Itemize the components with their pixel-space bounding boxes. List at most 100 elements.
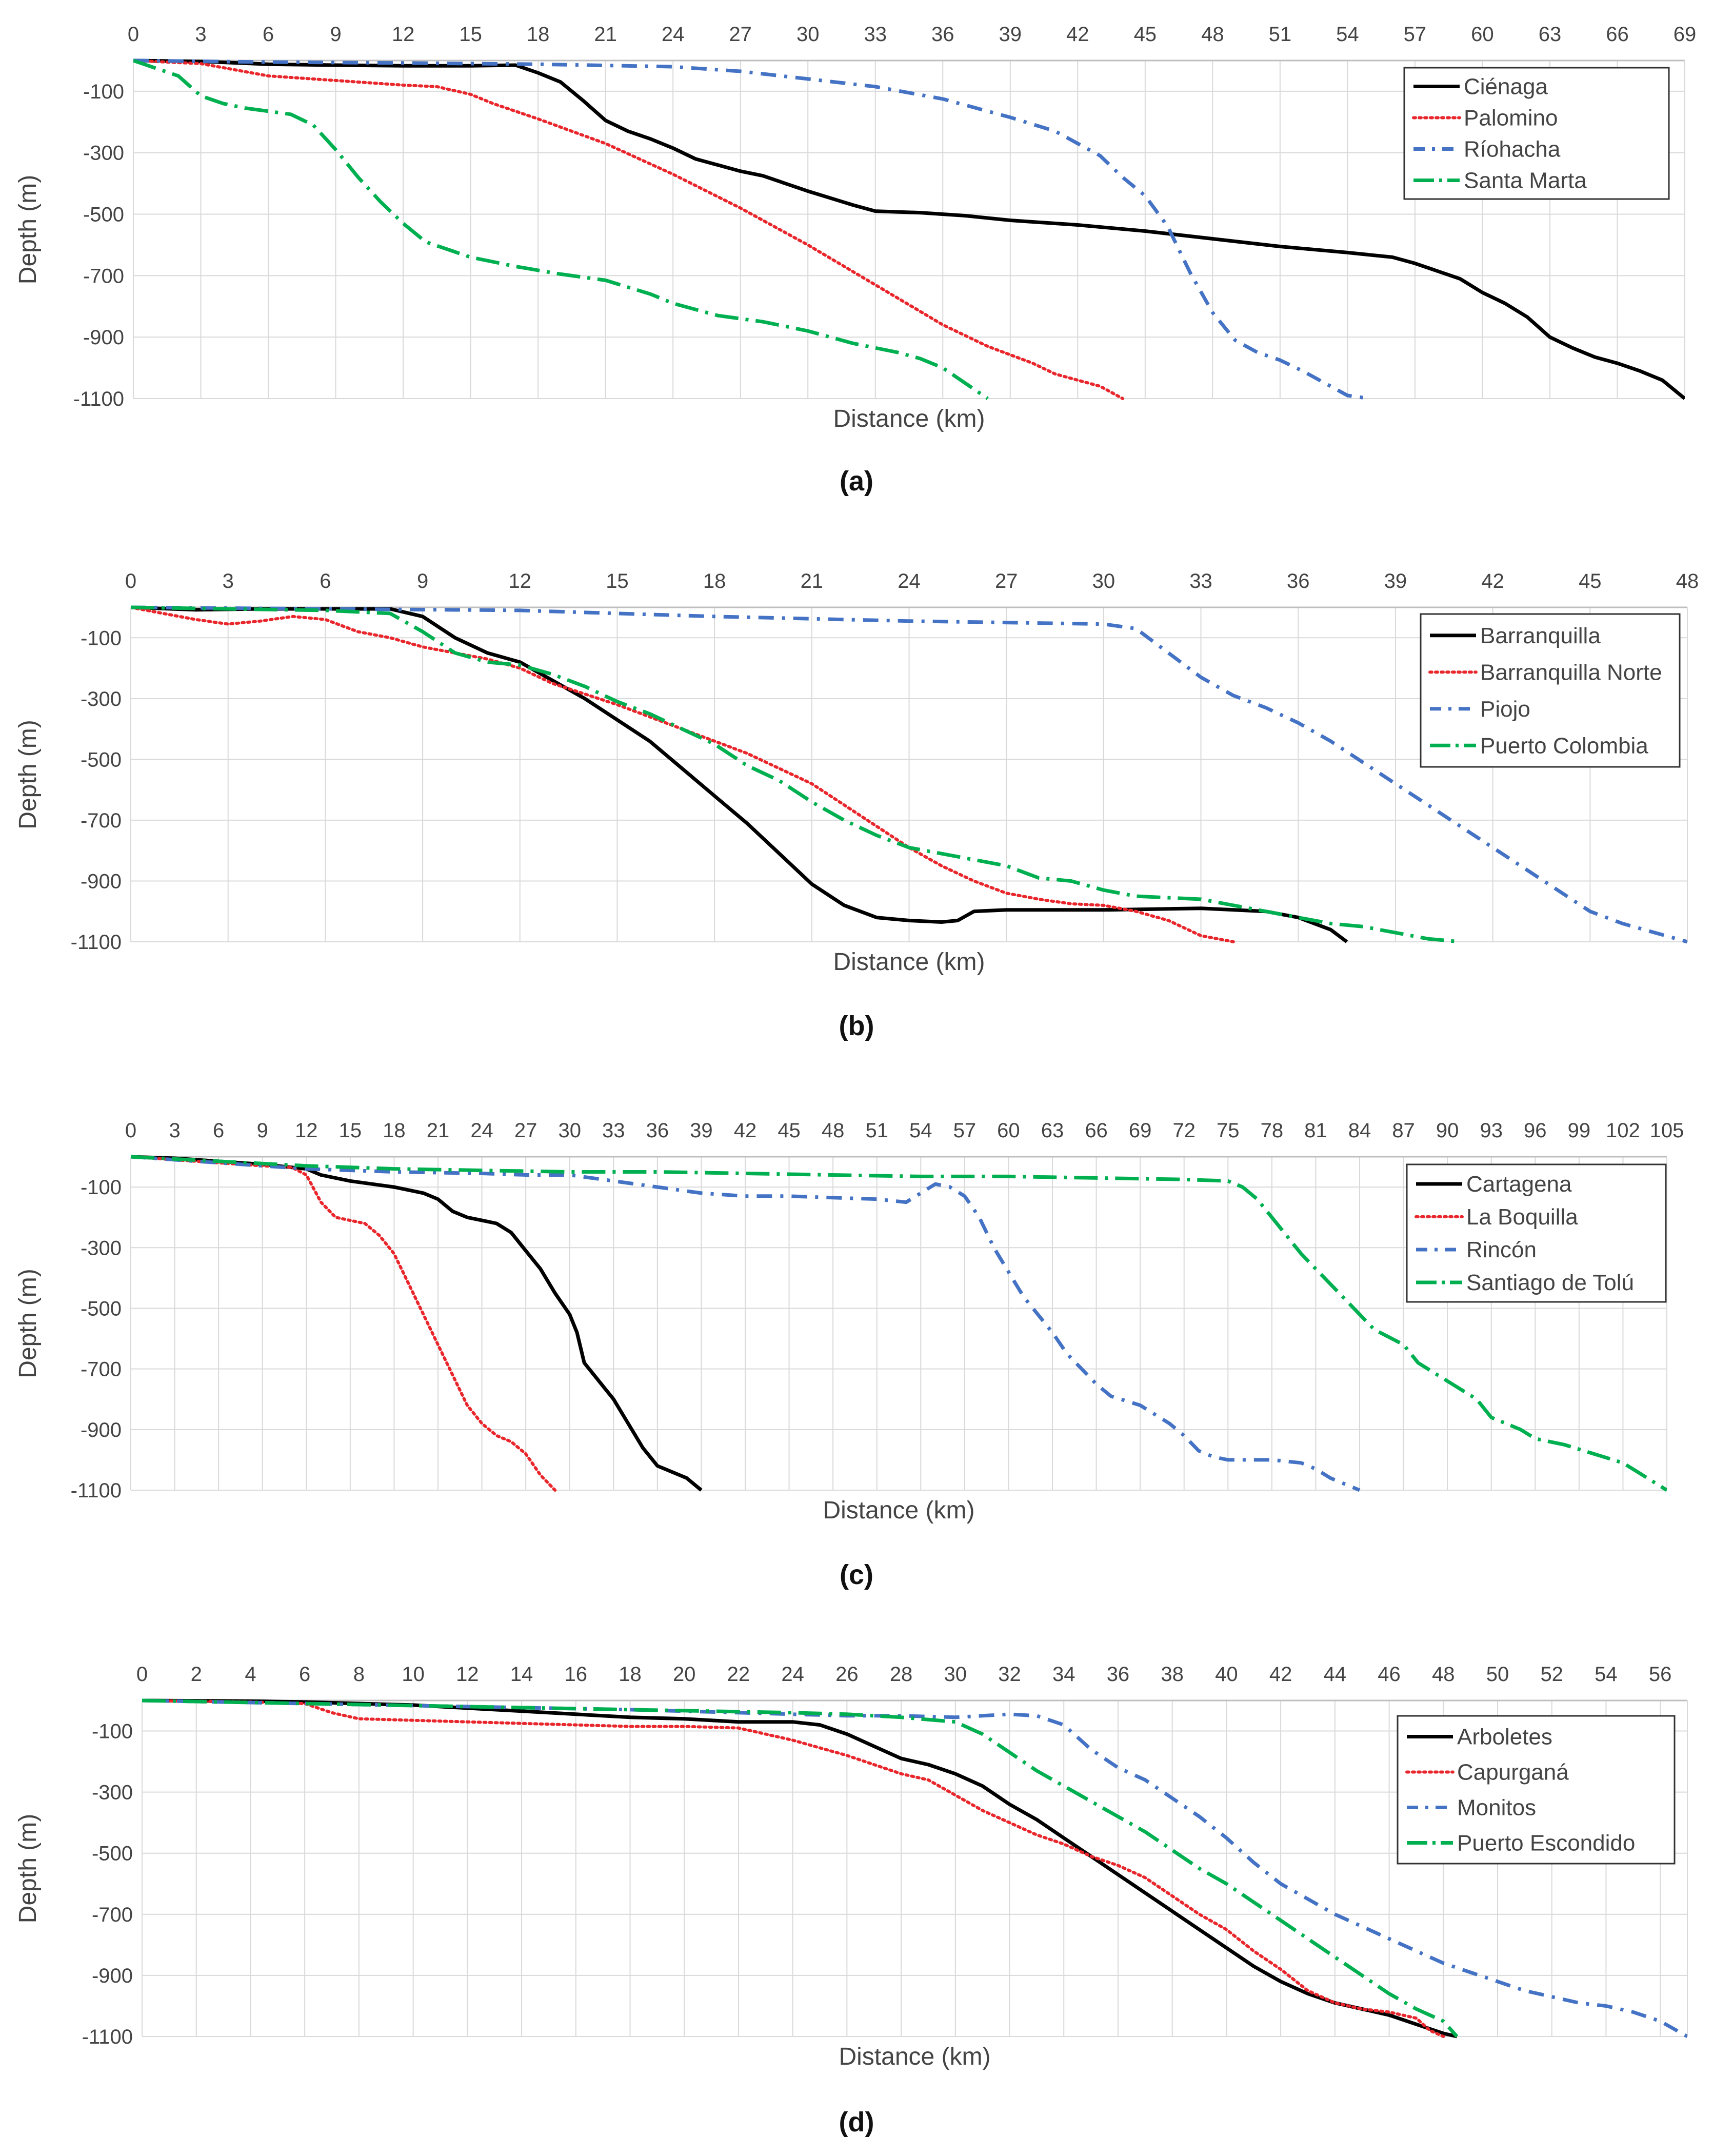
legend: Arboletes Capurganá Monitos Puerto Escondid… (1397, 1715, 1676, 1865)
y-tick-label: -300 (92, 1782, 133, 1804)
series-line-arboletes (142, 1698, 1458, 2039)
y-axis-title: Depth (m) (14, 1814, 42, 1923)
x-tick-label: 12 (295, 1119, 318, 1142)
x-tick-label: 45 (778, 1119, 801, 1142)
legend-label-arboletes: Arboletes (1457, 1725, 1552, 1750)
legend-label-cartagena: Cartagena (1466, 1172, 1572, 1197)
x-tick-label: 75 (1217, 1119, 1240, 1142)
y-tick-label: -300 (81, 688, 122, 710)
x-tick-label: 39 (1384, 570, 1407, 592)
series-line-rincon (131, 1155, 1361, 1492)
x-tick-label: 26 (835, 1663, 859, 1686)
x-tick-label: 30 (1092, 570, 1116, 592)
x-tick-label: 33 (602, 1119, 625, 1142)
x-tick-label: 44 (1324, 1663, 1347, 1686)
x-tick-label: 2 (191, 1663, 202, 1686)
x-tick-label: 38 (1161, 1663, 1184, 1686)
legend: Barranquilla Barranquilla Norte Piojo Puert… (1420, 613, 1681, 768)
x-tick-label: 48 (1201, 23, 1224, 46)
x-tick-label: 12 (392, 23, 415, 46)
x-tick-label: 0 (125, 570, 136, 592)
y-tick-label: -300 (83, 142, 124, 165)
x-axis-title: Distance (km) (823, 1497, 974, 1524)
x-tick-label: 56 (1649, 1663, 1672, 1686)
x-tick-label: 15 (606, 570, 629, 592)
x-tick-label: 48 (822, 1119, 845, 1142)
y-tick-label: -700 (81, 1358, 122, 1381)
series-line-cartagena (131, 1155, 703, 1492)
x-tick-label: 57 (953, 1119, 977, 1142)
x-tick-label: 84 (1348, 1119, 1371, 1142)
x-tick-label: 18 (619, 1663, 642, 1686)
x-tick-label: 0 (125, 1119, 136, 1142)
x-tick-label: 15 (459, 23, 482, 46)
y-tick-label: -100 (81, 1176, 122, 1199)
x-tick-label: 18 (383, 1119, 406, 1142)
x-tick-label: 39 (690, 1119, 713, 1142)
x-tick-label: 14 (510, 1663, 533, 1686)
chart-panel-2: 0 3 6 9 12 15 18 21 24 27 30 33 36 39 42 45 48-100-300-5… (14, 570, 1699, 1041)
panel-caption: (b) (839, 1011, 874, 1041)
x-tick-label: 9 (257, 1119, 268, 1142)
x-tick-label: 93 (1480, 1119, 1503, 1142)
x-tick-label: 60 (1471, 23, 1494, 46)
legend-label-palomino: Palomino (1464, 106, 1558, 131)
x-tick-label: 48 (1676, 570, 1699, 592)
x-tick-label: 10 (402, 1663, 425, 1686)
legend-box (1406, 1163, 1667, 1303)
x-tick-label: 39 (999, 23, 1022, 46)
x-tick-label: 96 (1524, 1119, 1547, 1142)
y-axis-title: Depth (m) (14, 1269, 42, 1378)
series-line-capurgana (142, 1699, 1445, 2038)
legend-label-barranquilla-norte: Barranquilla Norte (1480, 660, 1662, 685)
y-tick-label: -500 (81, 1297, 122, 1320)
x-tick-label: 63 (1041, 1119, 1064, 1142)
x-tick-label: 45 (1579, 570, 1602, 592)
x-tick-label: 27 (514, 1119, 537, 1142)
series-line-barranquilla (131, 605, 1348, 943)
x-tick-label: 27 (995, 570, 1018, 592)
x-tick-label: 6 (213, 1119, 224, 1142)
y-axis-title: Depth (m) (14, 720, 42, 829)
x-tick-label: 78 (1261, 1119, 1284, 1142)
x-tick-label: 33 (1189, 570, 1212, 592)
x-tick-label: 48 (1432, 1663, 1455, 1686)
legend-label-monitos: Monitos (1457, 1795, 1536, 1821)
x-tick-label: 42 (1481, 570, 1504, 592)
x-tick-label: 6 (263, 23, 274, 46)
x-tick-label: 24 (470, 1119, 493, 1142)
legend-label-capurgana: Capurganá (1457, 1760, 1569, 1785)
x-tick-label: 51 (865, 1119, 888, 1142)
x-tick-label: 32 (998, 1663, 1021, 1686)
x-tick-label: 90 (1436, 1119, 1459, 1142)
x-tick-label: 69 (1674, 23, 1697, 46)
x-tick-label: 36 (646, 1119, 669, 1142)
x-tick-label: 30 (558, 1119, 581, 1142)
x-tick-label: 81 (1304, 1119, 1327, 1142)
x-tick-label: 33 (864, 23, 887, 46)
x-tick-label: 69 (1129, 1119, 1152, 1142)
x-tick-label: 18 (527, 23, 550, 46)
x-tick-label: 63 (1539, 23, 1562, 46)
series-line-barranquilla-norte (131, 606, 1235, 943)
y-tick-label: -100 (92, 1720, 133, 1743)
x-tick-label: 72 (1172, 1119, 1196, 1142)
x-tick-label: 52 (1540, 1663, 1563, 1686)
y-tick-label: -1100 (73, 388, 124, 410)
series-line-santiago-de-tolu (131, 1155, 1667, 1492)
x-tick-label: 24 (898, 570, 921, 592)
y-tick-label: -100 (83, 81, 124, 103)
legend-label-barranquilla: Barranquilla (1480, 623, 1601, 648)
series-line-puerto-colombia (131, 605, 1461, 944)
x-tick-label: 50 (1486, 1663, 1509, 1686)
x-tick-label: 3 (169, 1119, 180, 1142)
series-line-monitos (142, 1698, 1687, 2039)
series-line-riohacha (133, 58, 1370, 401)
x-axis-title: Distance (km) (833, 405, 985, 432)
x-tick-label: 30 (944, 1663, 967, 1686)
y-tick-label: -1100 (71, 1479, 122, 1502)
x-axis-title: Distance (km) (833, 948, 985, 976)
series-line-santa-marta (133, 58, 989, 400)
x-tick-label: 36 (1107, 1663, 1130, 1686)
